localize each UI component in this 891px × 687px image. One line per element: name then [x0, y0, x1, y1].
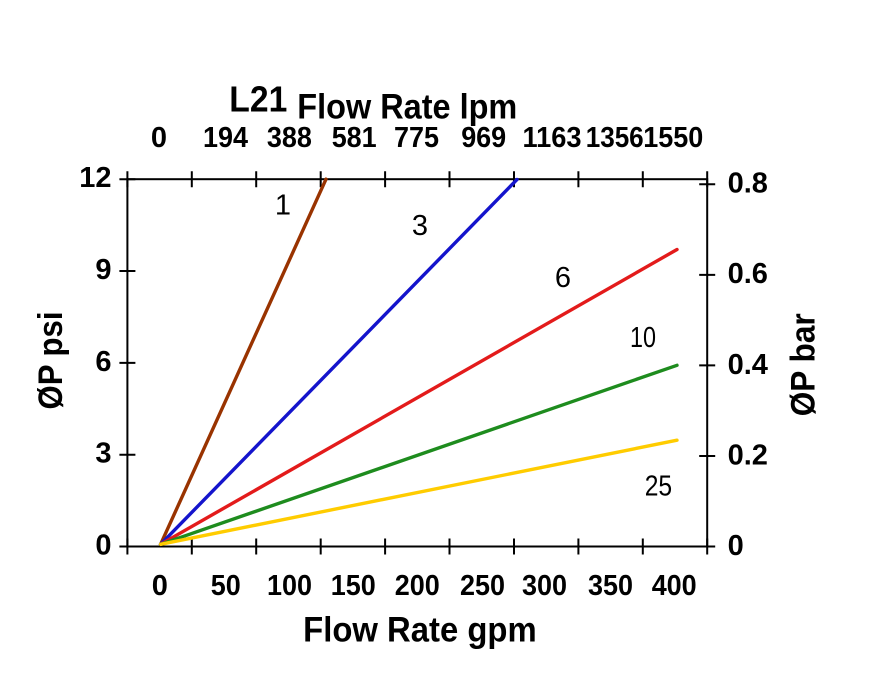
svg-text:194: 194 [203, 122, 248, 154]
svg-text:0: 0 [728, 530, 744, 562]
svg-text:250: 250 [460, 570, 505, 602]
svg-text:50: 50 [211, 570, 241, 602]
svg-text:1163: 1163 [523, 122, 582, 154]
svg-text:0: 0 [151, 122, 167, 154]
svg-text:969: 969 [461, 122, 506, 154]
svg-text:0.8: 0.8 [728, 168, 768, 200]
svg-text:388: 388 [267, 122, 312, 154]
svg-text:Flow Rate gpm: Flow Rate gpm [303, 611, 537, 650]
svg-text:1356: 1356 [586, 122, 644, 154]
svg-text:3: 3 [95, 438, 111, 470]
svg-text:400: 400 [652, 570, 697, 602]
svg-text:12: 12 [79, 162, 111, 194]
svg-text:0: 0 [95, 529, 111, 561]
svg-text:L21: L21 [229, 79, 287, 120]
svg-text:0.6: 0.6 [728, 258, 768, 290]
svg-text:6: 6 [555, 262, 571, 294]
svg-text:0.4: 0.4 [728, 349, 768, 381]
svg-text:200: 200 [395, 570, 440, 602]
svg-text:9: 9 [95, 254, 111, 286]
svg-text:350: 350 [588, 570, 633, 602]
svg-text:300: 300 [522, 570, 567, 602]
svg-text:1: 1 [275, 189, 291, 221]
svg-text:3: 3 [412, 210, 428, 242]
svg-text:ØP psi: ØP psi [32, 312, 70, 410]
svg-text:0.2: 0.2 [728, 439, 768, 471]
svg-text:6: 6 [95, 346, 111, 378]
svg-text:581: 581 [332, 122, 377, 154]
svg-text:25: 25 [645, 470, 672, 502]
svg-text:150: 150 [331, 570, 376, 602]
svg-text:0: 0 [152, 570, 168, 602]
svg-text:Flow Rate lpm: Flow Rate lpm [297, 88, 517, 127]
svg-text:10: 10 [630, 322, 656, 354]
svg-text:100: 100 [267, 570, 312, 602]
svg-text:ØP bar: ØP bar [785, 313, 823, 416]
svg-text:775: 775 [394, 122, 439, 154]
svg-text:1550: 1550 [643, 122, 703, 154]
